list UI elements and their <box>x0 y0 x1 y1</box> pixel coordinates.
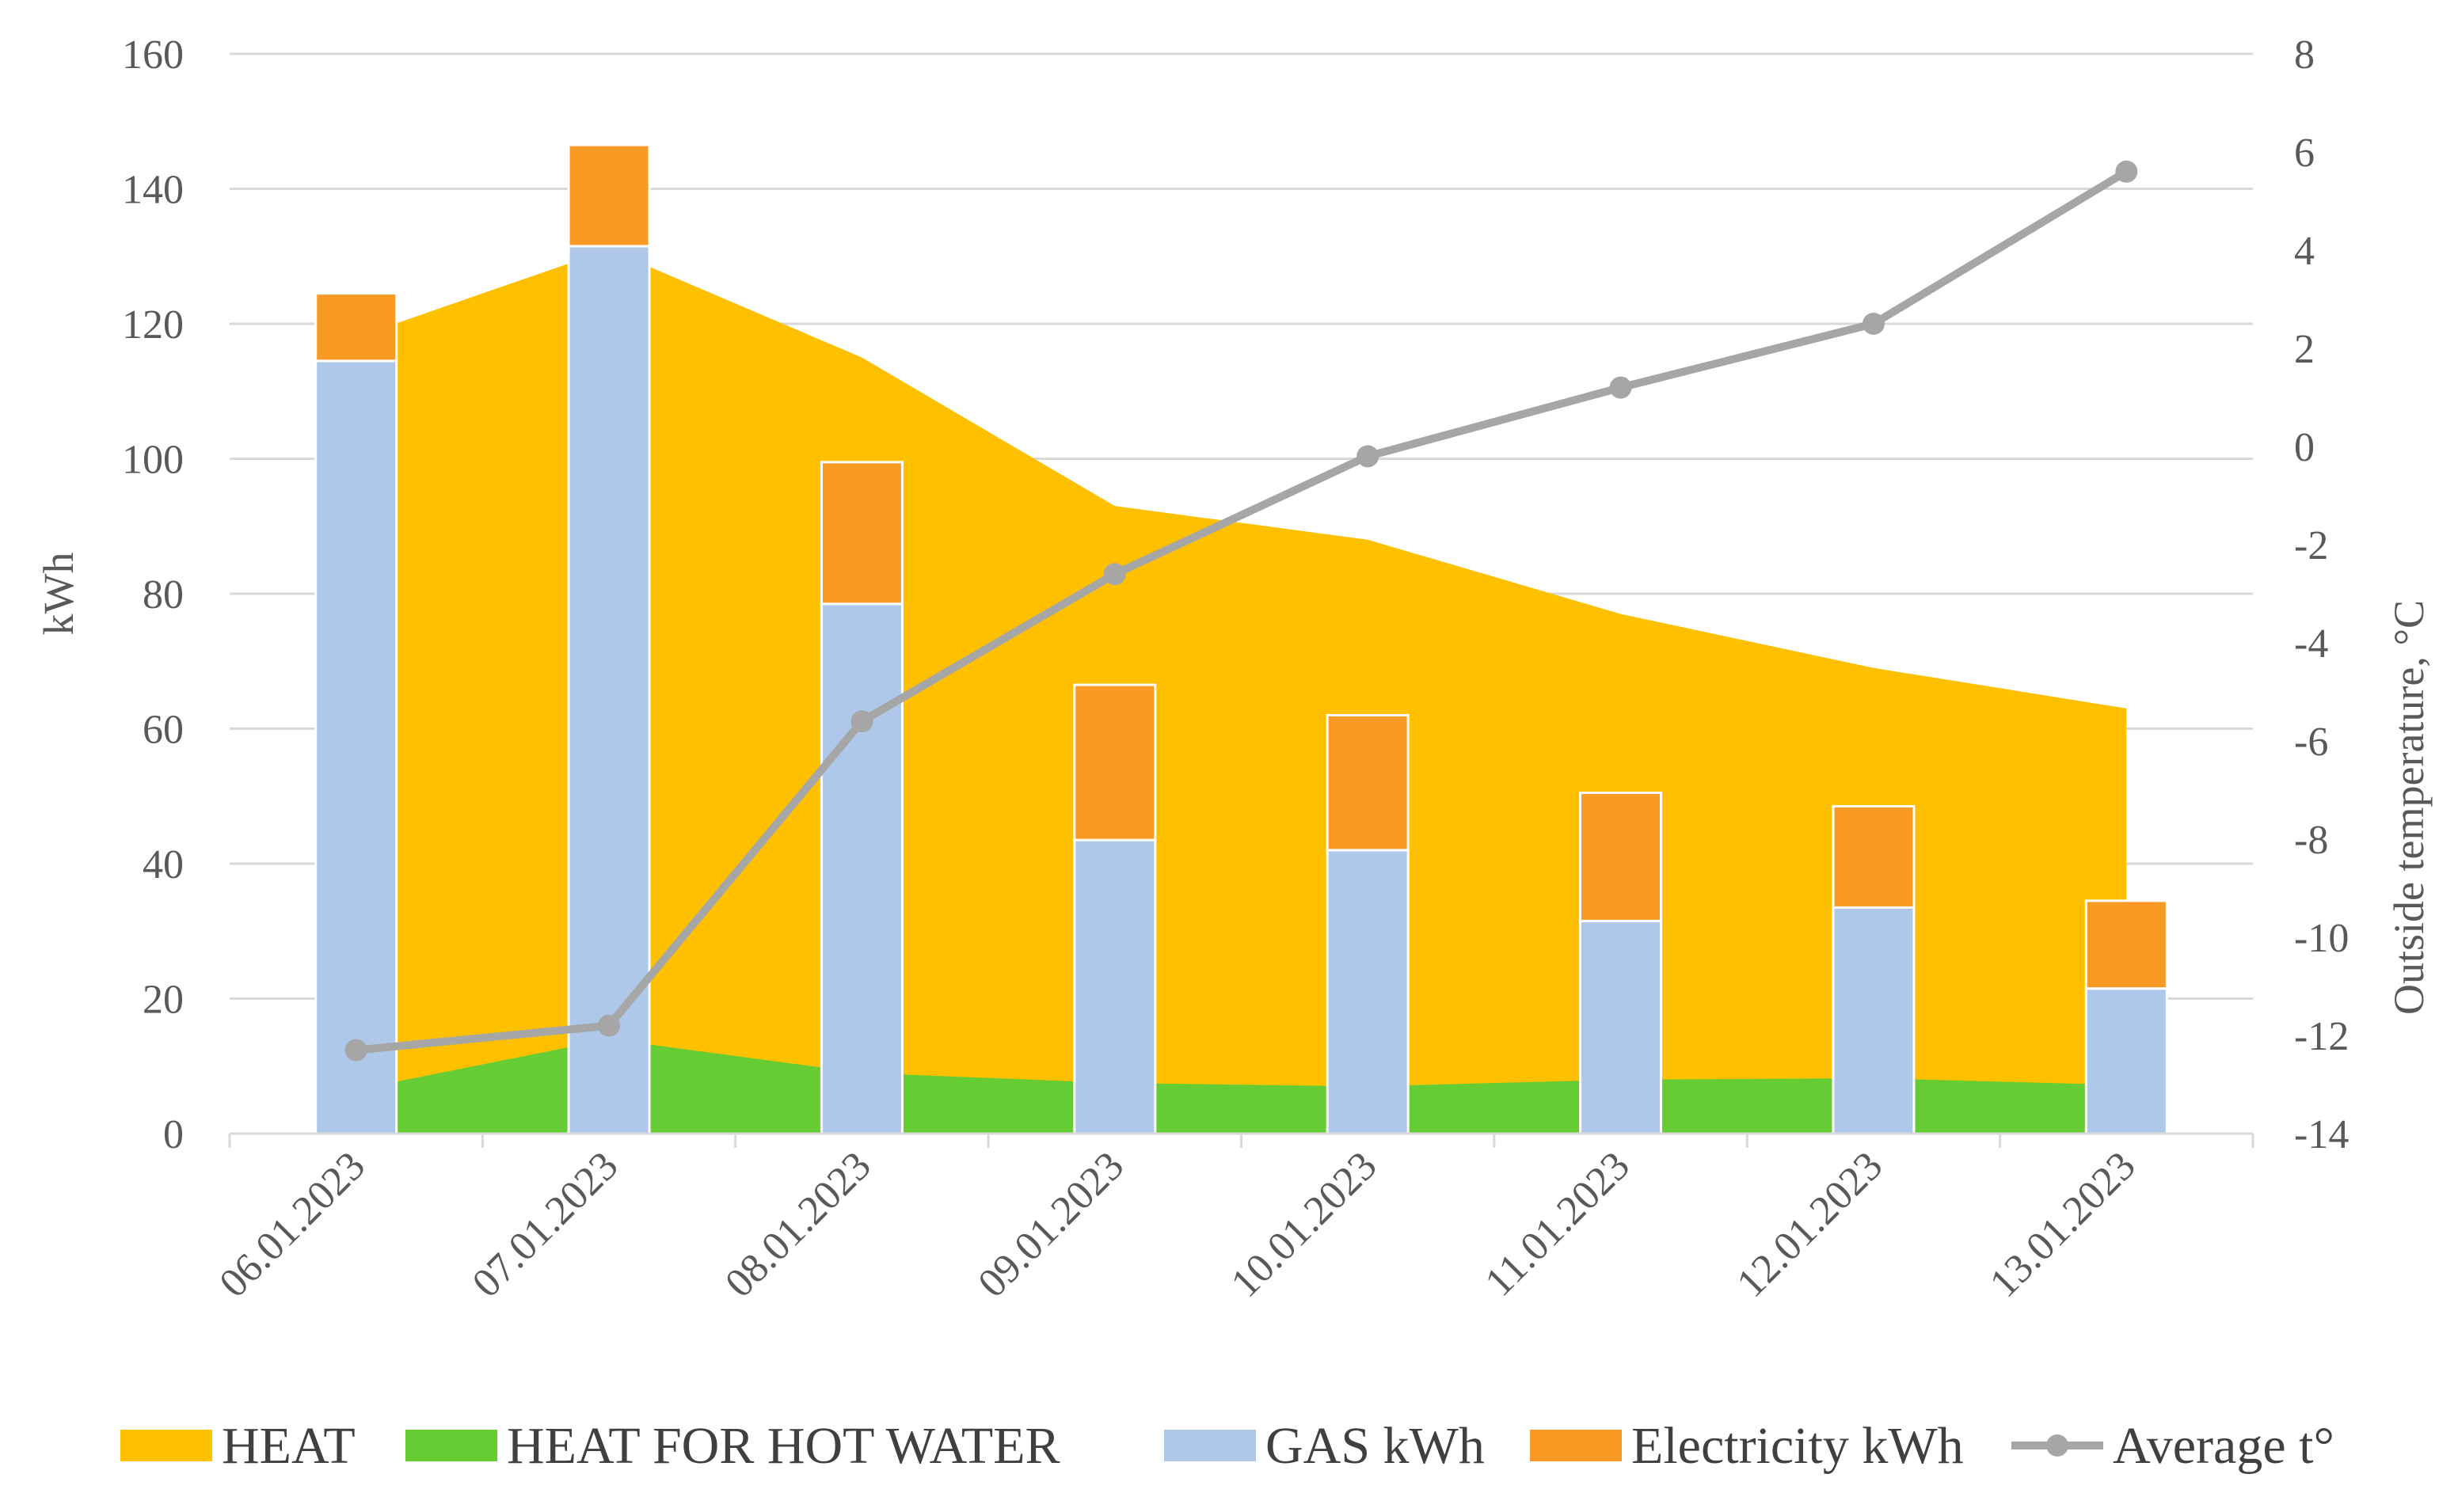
gas-bar <box>1326 849 1410 1135</box>
y2-axis-title: Outside temperature, °C <box>2385 600 2433 1015</box>
temperature-line <box>356 168 2129 1054</box>
right-axis-ticks: -14 -12 -10 -8 -6 -4 -2 0 2 4 6 8 <box>2294 32 2349 1157</box>
legend-item: GAS kWh <box>1164 1417 1485 1475</box>
y2-tick-label: -4 <box>2294 621 2328 667</box>
legend-label: Average t° <box>2113 1417 2334 1475</box>
electricity-bar <box>314 292 398 363</box>
x-tick-label: 13.01.2023 <box>1981 1143 2144 1306</box>
legend-swatch <box>120 1430 212 1461</box>
heat-area <box>356 249 2127 1134</box>
electricity-bar <box>1832 805 1916 909</box>
electricity-bar <box>1073 683 1157 841</box>
x-tick-label: 08.01.2023 <box>717 1143 880 1306</box>
legend-swatch <box>405 1430 497 1461</box>
y2-tick-label: -6 <box>2294 720 2328 765</box>
y2-tick-label: 4 <box>2294 229 2315 274</box>
y2-tick-label: -14 <box>2294 1112 2349 1157</box>
electricity-bar <box>567 143 651 248</box>
hot-water-area <box>356 1039 2127 1134</box>
temperature-point <box>1609 376 1632 399</box>
y-tick-label: 160 <box>122 32 184 78</box>
y-tick-label: 60 <box>143 708 184 753</box>
x-tick-label: 10.01.2023 <box>1223 1143 1386 1306</box>
legend-label: HEAT FOR HOT WATER <box>507 1417 1060 1475</box>
x-tick-label: 06.01.2023 <box>211 1143 374 1306</box>
legend-item: HEAT FOR HOT WATER <box>405 1417 1060 1475</box>
gas-bar <box>1073 838 1157 1135</box>
temperature-point <box>598 1014 621 1037</box>
electricity-bar <box>2084 899 2168 990</box>
electricity-bar <box>820 461 904 606</box>
gas-bar <box>567 245 651 1135</box>
y-tick-label: 40 <box>143 842 184 887</box>
gas-bar <box>1579 919 1663 1135</box>
temperature-point <box>344 1039 367 1062</box>
temperature-point <box>850 710 873 733</box>
electricity-bar <box>1579 791 1663 922</box>
gas-bar <box>314 359 398 1135</box>
axes <box>228 1132 2254 1148</box>
temperature-point <box>1862 313 1885 335</box>
y-tick-label: 20 <box>143 978 184 1023</box>
legend-label: HEAT <box>222 1417 356 1475</box>
temperature-point <box>1103 563 1126 586</box>
temperature-point <box>1356 445 1379 468</box>
y2-tick-label: 0 <box>2294 425 2315 470</box>
y2-tick-label: 8 <box>2294 32 2315 78</box>
y-tick-label: 100 <box>122 438 184 483</box>
legend: HEAT HEAT FOR HOT WATER GAS kWh Electricity… <box>120 1417 2334 1475</box>
temperature-point <box>2115 160 2138 183</box>
y2-tick-label: -12 <box>2294 1014 2349 1059</box>
legend-swatch-marker <box>2046 1434 2068 1457</box>
legend-swatch <box>1530 1430 1622 1461</box>
legend-item: Average t° <box>2011 1417 2334 1475</box>
legend-item: Electricity kWh <box>1530 1417 1964 1475</box>
bar-series <box>314 143 2168 1135</box>
gas-bar <box>1832 906 1916 1135</box>
legend-label: GAS kWh <box>1265 1417 1485 1475</box>
legend-label: Electricity kWh <box>1631 1417 1964 1475</box>
temperature-line-series <box>344 160 2138 1062</box>
y2-tick-label: 6 <box>2294 131 2315 176</box>
legend-item: HEAT <box>120 1417 356 1475</box>
x-tick-label: 09.01.2023 <box>970 1143 1133 1306</box>
gas-bar <box>2084 987 2168 1135</box>
y-tick-label: 120 <box>122 302 184 348</box>
y2-tick-label: 2 <box>2294 327 2315 372</box>
gas-bar <box>820 602 904 1135</box>
left-axis-ticks: 0 20 40 60 80 100 120 140 160 <box>122 32 184 1157</box>
y-tick-label: 140 <box>122 168 184 213</box>
x-axis-ticks: 06.01.2023 07.01.2023 08.01.2023 09.01.2023… <box>211 1143 2144 1306</box>
legend-swatch <box>1164 1430 1256 1461</box>
area-series <box>356 249 2127 1134</box>
y2-tick-label: -10 <box>2294 916 2349 961</box>
x-tick-label: 11.01.2023 <box>1477 1143 1638 1305</box>
y-axis-title: kWh <box>35 553 82 636</box>
x-tick-label: 07.01.2023 <box>464 1143 627 1306</box>
y-tick-label: 0 <box>163 1112 184 1157</box>
x-tick-label: 12.01.2023 <box>1729 1143 1892 1306</box>
y-tick-label: 80 <box>143 572 184 617</box>
y2-tick-label: -2 <box>2294 523 2328 568</box>
y2-tick-label: -8 <box>2294 818 2328 863</box>
electricity-bar <box>1326 713 1410 852</box>
